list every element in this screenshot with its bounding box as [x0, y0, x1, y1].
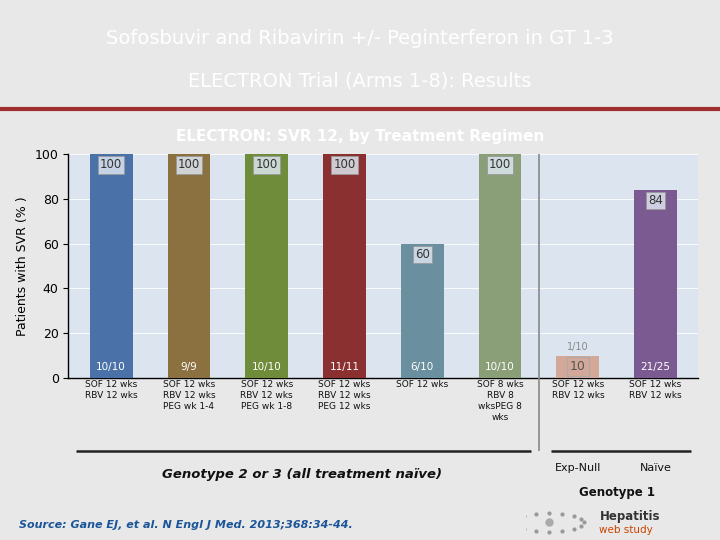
Bar	[90, 154, 132, 378]
Text: 10/10: 10/10	[485, 362, 515, 373]
Text: 100: 100	[489, 158, 511, 171]
Text: Hepatitis: Hepatitis	[600, 510, 660, 523]
Text: 100: 100	[333, 158, 356, 171]
Text: 10: 10	[570, 360, 586, 373]
Text: SOF 12 wks
RBV 12 wks
PEG 12 wks: SOF 12 wks RBV 12 wks PEG 12 wks	[318, 380, 371, 411]
Text: 21/25: 21/25	[641, 362, 670, 373]
Bar	[246, 154, 288, 378]
Text: 84: 84	[648, 194, 663, 207]
Text: 10/10: 10/10	[252, 362, 282, 373]
Text: Naïve: Naïve	[639, 463, 672, 474]
Text: Source: Gane EJ, et al. N Engl J Med. 2013;368:34-44.: Source: Gane EJ, et al. N Engl J Med. 20…	[19, 520, 353, 530]
Text: SOF 12 wks
RBV 12 wks
PEG wk 1-4: SOF 12 wks RBV 12 wks PEG wk 1-4	[163, 380, 215, 411]
Bar	[323, 154, 366, 378]
Text: SOF 12 wks: SOF 12 wks	[396, 380, 449, 389]
Text: SOF 12 wks
RBV 12 wks: SOF 12 wks RBV 12 wks	[629, 380, 682, 400]
Bar	[557, 355, 599, 378]
Text: SOF 12 wks
RBV 12 wks: SOF 12 wks RBV 12 wks	[552, 380, 604, 400]
Text: 100: 100	[256, 158, 278, 171]
Bar	[479, 154, 521, 378]
Text: 11/11: 11/11	[330, 362, 359, 373]
Text: Sofosbuvir and Ribavirin +/- Peginterferon in GT 1-3: Sofosbuvir and Ribavirin +/- Peginterfer…	[106, 29, 614, 48]
Text: SOF 12 wks
RBV 12 wks: SOF 12 wks RBV 12 wks	[85, 380, 138, 400]
Text: 1/10: 1/10	[567, 342, 589, 352]
Y-axis label: Patients with SVR (% ): Patients with SVR (% )	[17, 196, 30, 336]
Text: Genotype 2 or 3 (all treatment naïve): Genotype 2 or 3 (all treatment naïve)	[162, 468, 442, 481]
Text: 60: 60	[415, 248, 430, 261]
Bar	[401, 244, 444, 378]
Text: ELECTRON: SVR 12, by Treatment Regimen: ELECTRON: SVR 12, by Treatment Regimen	[176, 129, 544, 144]
Text: 6/10: 6/10	[410, 362, 434, 373]
Text: 9/9: 9/9	[181, 362, 197, 373]
Text: 100: 100	[100, 158, 122, 171]
Bar	[634, 190, 677, 378]
Text: ELECTRON Trial (Arms 1-8): Results: ELECTRON Trial (Arms 1-8): Results	[189, 71, 531, 90]
Text: Exp-Null: Exp-Null	[554, 463, 601, 474]
Text: web study: web study	[600, 525, 653, 535]
Text: Genotype 1: Genotype 1	[579, 485, 654, 499]
Text: 100: 100	[178, 158, 200, 171]
Text: SOF 12 wks
RBV 12 wks
PEG wk 1-8: SOF 12 wks RBV 12 wks PEG wk 1-8	[240, 380, 293, 411]
Text: SOF 8 wks
RBV 8
wksPEG 8
wks: SOF 8 wks RBV 8 wksPEG 8 wks	[477, 380, 523, 422]
Bar	[168, 154, 210, 378]
Text: 10/10: 10/10	[96, 362, 126, 373]
